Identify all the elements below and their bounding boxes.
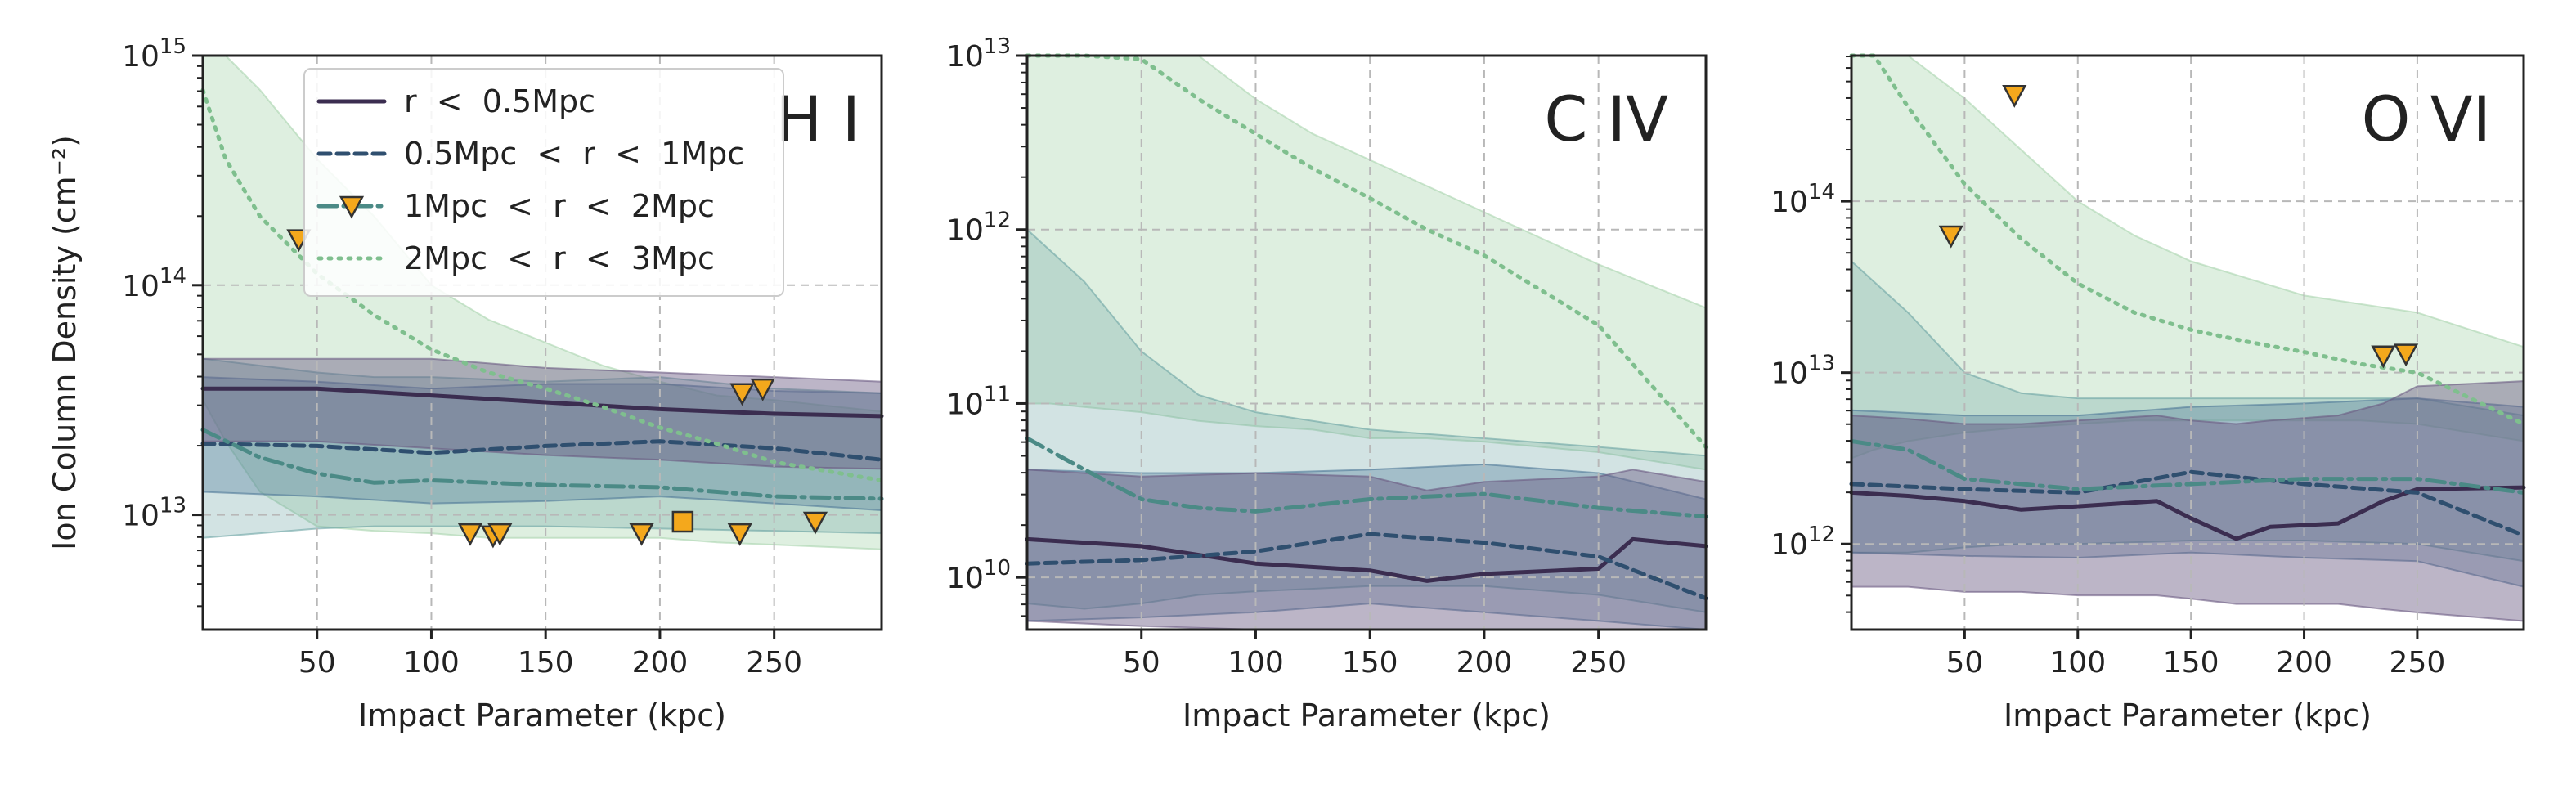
median-line-series-1 (1849, 469, 2526, 538)
panel-title: O VI (2362, 83, 2491, 155)
legend-marker-triangle (339, 195, 365, 219)
observation-triangle-marker (729, 383, 755, 406)
axis-ticks: 50 100 150 200 250 1013 1014 1015 (122, 34, 802, 680)
x-tick-label: 200 (632, 646, 689, 680)
observation-triangle-marker (802, 511, 828, 535)
legend-label: 2Mpc < r < 3Mpc (404, 240, 715, 276)
legend-box (303, 68, 784, 297)
x-tick-label: 50 (1945, 646, 1983, 680)
observation-triangle-marker (2002, 84, 2027, 108)
panel-title: C IV (1544, 83, 1668, 155)
x-tick-label: 100 (1227, 646, 1284, 680)
plot-frame (1025, 54, 1708, 631)
observation-triangle-marker (2371, 345, 2396, 369)
x-axis-label: Impact Parameter (kpc) (1183, 698, 1551, 733)
y-axis-label: Ion Column Density (cm⁻²) (47, 135, 83, 550)
observation-markers (286, 229, 828, 549)
panel-o-vi: 50 100 150 200 250 1012 1013 1014 O VI Impact P… (1770, 53, 2526, 733)
x-tick-label: 250 (2390, 646, 2446, 680)
y-tick-label: 1013 (122, 494, 186, 533)
observation-triangle-marker (457, 523, 483, 546)
median-line-series-1 (200, 439, 884, 462)
y-tick-label: 1015 (122, 34, 186, 74)
median-line-series-2 (1025, 436, 1708, 519)
x-tick-label: 150 (2163, 646, 2219, 680)
median-line-series-1 (1025, 532, 1708, 601)
y-tick-label: 1013 (946, 34, 1011, 74)
legend-entries: r < 0.5Mpc 0.5Mpc < r < 1Mpc 1Mpc < r < 2M… (316, 83, 744, 276)
axis-ticks: 50 100 150 200 250 1010 1011 1012 1013 (946, 34, 1627, 680)
x-axis-label: Impact Parameter (kpc) (358, 698, 726, 733)
x-axis-label: Impact Parameter (kpc) (2004, 698, 2372, 733)
x-tick-label: 150 (518, 646, 574, 680)
observation-triangle-marker (2393, 343, 2419, 367)
median-line-series-3 (1849, 53, 2526, 426)
legend-label: 0.5Mpc < r < 1Mpc (404, 136, 744, 172)
legend: r < 0.5Mpc 0.5Mpc < r < 1Mpc 1Mpc < r < 2M… (303, 68, 784, 297)
x-tick-label: 50 (298, 646, 336, 680)
y-tick-label: 1013 (1770, 352, 1835, 391)
y-tick-label: 1014 (1770, 180, 1835, 219)
median-line-series-2 (200, 428, 884, 501)
observation-markers (1938, 84, 2419, 369)
gridlines (1851, 56, 2524, 630)
plot-frame (1850, 54, 2525, 631)
observation-triangle-marker (629, 523, 654, 546)
y-tick-label: 1012 (946, 209, 1011, 248)
median-line-series-3 (200, 87, 884, 482)
median-lines (1849, 53, 2526, 541)
x-tick-label: 200 (1456, 646, 1513, 680)
median-lines (200, 87, 884, 501)
x-tick-label: 100 (2049, 646, 2106, 680)
observation-triangle-marker (487, 523, 513, 546)
axis-ticks: 50 100 150 200 250 1012 1013 1014 (1770, 56, 2445, 680)
legend-label: r < 0.5Mpc (404, 83, 595, 119)
y-tick-label: 1011 (946, 382, 1011, 421)
median-line-series-0 (1025, 536, 1708, 583)
observation-triangle-marker (750, 378, 775, 401)
median-line-series-2 (1849, 439, 2526, 495)
panel-c-iv: 50 100 150 200 250 1010 1011 1012 1013 C IV Impa… (946, 34, 1708, 733)
x-tick-label: 50 (1123, 646, 1160, 680)
y-tick-label: 1012 (1770, 523, 1835, 562)
x-tick-label: 250 (746, 646, 802, 680)
x-tick-label: 100 (403, 646, 460, 680)
x-tick-label: 150 (1342, 646, 1398, 680)
panel-title: H I (775, 83, 860, 155)
observation-triangle-marker (727, 523, 752, 546)
x-tick-label: 250 (1570, 646, 1627, 680)
observation-triangle-marker (1938, 225, 1963, 249)
y-tick-label: 1010 (946, 556, 1011, 595)
x-tick-label: 200 (2276, 646, 2332, 680)
panel-h-i: 50 100 150 200 250 1013 1014 1015 H I Impact Pa… (47, 34, 884, 733)
median-line-series-0 (200, 386, 884, 419)
plot-frame (201, 54, 883, 631)
observation-square-marker (671, 510, 694, 533)
legend-label: 1Mpc < r < 2Mpc (404, 188, 715, 224)
shaded-bands (1026, 55, 1707, 631)
y-tick-label: 1014 (122, 264, 186, 303)
median-line-series-0 (1849, 485, 2526, 541)
